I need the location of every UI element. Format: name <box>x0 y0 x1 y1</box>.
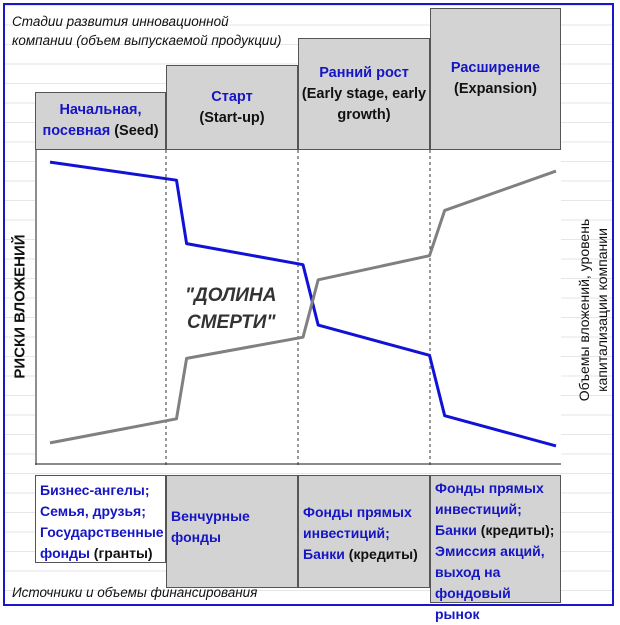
funding-source: фонды <box>40 545 90 561</box>
funding-source: Семья, друзья; <box>40 503 146 519</box>
valley-label-line2: СМЕРТИ" <box>187 312 276 333</box>
valley-label-line1: "ДОЛИНА <box>185 285 277 306</box>
funding-startup: Венчурные фонды <box>166 475 298 588</box>
funding-line: выход на <box>435 562 556 583</box>
funding-source: Государственные <box>40 524 164 540</box>
funding-source: Бизнес-ангелы; <box>40 482 150 498</box>
funding-source: Фонды прямых <box>303 504 412 520</box>
funding-source: инвестиций; <box>303 525 390 541</box>
funding-source: Банки <box>303 546 345 562</box>
funding-line: Семья, друзья; <box>40 501 161 522</box>
funding-line: Бизнес-ангелы; <box>40 480 161 501</box>
stage-seed-line2: посевная <box>42 123 111 139</box>
funding-seed: Бизнес-ангелы; Семья, друзья; Государствен… <box>35 475 166 563</box>
funding-line: Банки (кредиты); <box>435 520 556 541</box>
funding-line: Фонды прямых <box>303 502 425 523</box>
plot-area: "ДОЛИНА СМЕРТИ" <box>35 150 561 465</box>
stage-early-growth-en2: growth) <box>337 106 391 123</box>
stage-startup: Старт (Start-up) <box>166 65 298 150</box>
stage-early-growth: Ранний рост (Early stage, early growth) <box>298 38 430 150</box>
funding-expansion: Фонды прямых инвестиций; Банки (кредиты); Э… <box>430 475 561 622</box>
series-layer <box>49 160 557 448</box>
stage-expansion-name: Расширение <box>450 60 541 76</box>
outer-frame <box>3 3 614 606</box>
volume-axis-label: Объемы вложений, уровень капитализации к… <box>575 195 611 425</box>
funding-source: Венчурные <box>171 508 250 524</box>
stage-seed: Начальная, посевная (Seed) <box>35 92 166 150</box>
stages-caption: Стадии развития инновационной компании (… <box>12 12 281 50</box>
funding-line: фонды <box>171 527 293 548</box>
funding-note: (кредиты); <box>476 522 555 538</box>
funding-note: (кредиты) <box>344 546 418 562</box>
funding-line: Фонды прямых <box>435 478 556 499</box>
funding-line: инвестиций; <box>435 499 556 520</box>
funding-source: Эмиссия акций, <box>435 543 545 559</box>
funding-line: Государственные <box>40 522 164 543</box>
stages-caption-line2: компании (объем выпускаемой продукции) <box>12 33 282 48</box>
stage-startup-name: Старт <box>211 88 253 105</box>
diagram-page: Стадии развития инновационной компании (… <box>3 3 614 622</box>
valley-of-death-label: "ДОЛИНА СМЕРТИ" <box>185 282 276 336</box>
stage-early-growth-en1: (Early stage, early <box>301 85 427 102</box>
funding-source: фондовый рынок <box>435 585 511 622</box>
risk-volume-chart <box>35 150 561 465</box>
funding-source: фонды <box>171 529 221 545</box>
stage-early-growth-name: Ранний рост <box>319 64 409 81</box>
risk-axis-label: РИСКИ ВЛОЖЕНИЙ <box>11 234 29 379</box>
funding-line: Венчурные <box>171 506 293 527</box>
volume-axis-line1: Объемы вложений, уровень <box>576 218 592 402</box>
funding-early-growth: Фонды прямых инвестиций; Банки (кредиты) <box>298 475 430 588</box>
funding-source: Фонды прямых <box>435 480 544 496</box>
funding-line: Эмиссия акций, <box>435 541 556 562</box>
stage-expansion-en: (Expansion) <box>454 81 537 97</box>
funding-source: Банки <box>435 522 477 538</box>
volume-line <box>49 169 557 445</box>
stage-expansion: Расширение (Expansion) <box>430 8 561 150</box>
funding-line: фонды (гранты) <box>40 543 161 564</box>
stages-caption-line1: Стадии развития инновационной <box>12 14 229 29</box>
funding-note: (гранты) <box>89 545 153 561</box>
funding-line: фондовый рынок <box>435 583 556 625</box>
stage-startup-en: (Start-up) <box>199 109 265 126</box>
risk-line <box>49 160 557 448</box>
funding-source: инвестиций; <box>435 501 522 517</box>
funding-caption: Источники и объемы финансирования <box>12 585 258 600</box>
volume-axis-line2: капитализации компании <box>594 228 610 392</box>
stage-seed-line1: Начальная, <box>59 102 142 118</box>
stage-seed-en: (Seed) <box>110 123 159 139</box>
funding-line: Банки (кредиты) <box>303 544 425 565</box>
funding-line: инвестиций; <box>303 523 425 544</box>
funding-source: выход на <box>435 564 501 580</box>
